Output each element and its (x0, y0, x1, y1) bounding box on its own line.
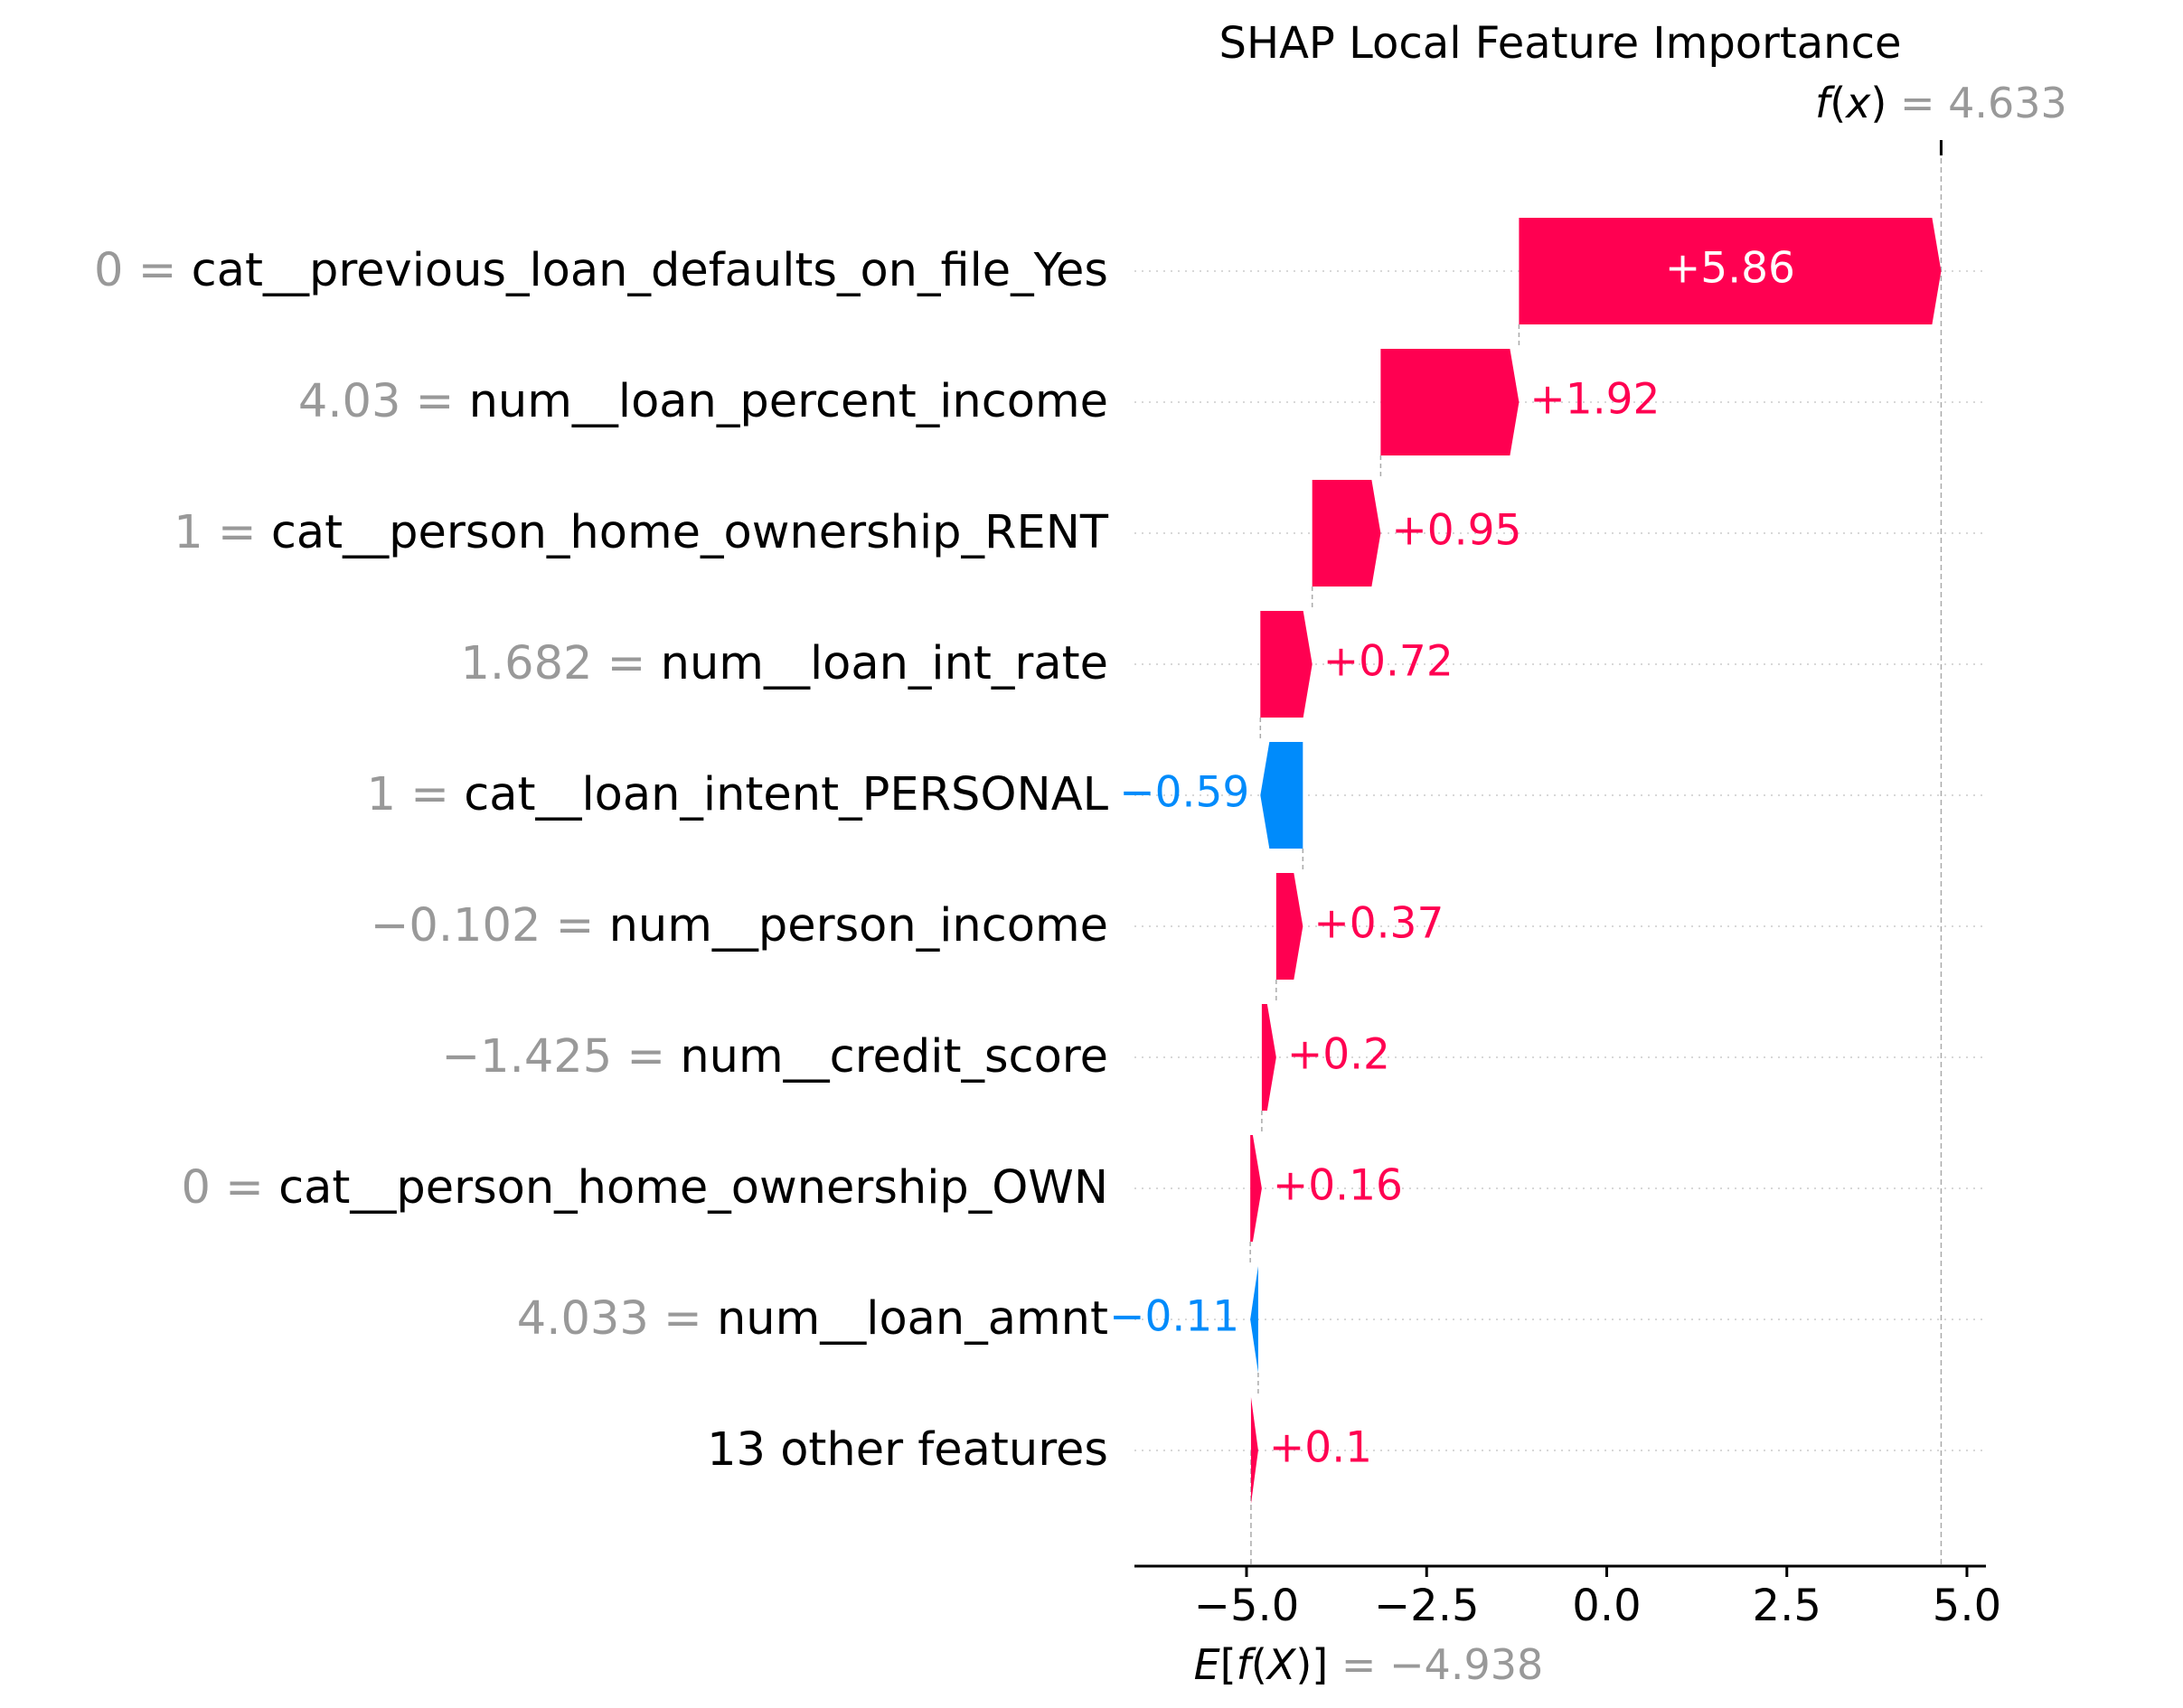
shap-value-label: −0.11 (1109, 1292, 1239, 1342)
label-spacer (264, 1161, 278, 1215)
feature-row: +0.37 −0.102 = num__person_income (371, 873, 1986, 1004)
feature-value: 0 = (94, 244, 176, 297)
feature-value: −1.425 = (441, 1030, 665, 1084)
feature-row: +0.16 0 = cat__person_home_ownership_OWN (181, 1135, 1986, 1266)
label-spacer (257, 506, 271, 559)
x-tick-label: −5.0 (1194, 1581, 1300, 1631)
x-tick-label: 0.0 (1572, 1581, 1641, 1631)
base-variable: X (1266, 1640, 1297, 1689)
feature-value: 1 = (367, 768, 449, 821)
fx-paren: ) (1870, 79, 1900, 127)
base-value: = −4.938 (1341, 1640, 1543, 1689)
base-value-annotation: E[f(X)] = −4.938 (1194, 1640, 1544, 1689)
feature-label: 1.682 = num__loan_int_rate (460, 637, 1108, 690)
x-tick-label: 2.5 (1753, 1581, 1821, 1631)
feature-name: num__loan_amnt (717, 1292, 1108, 1346)
feature-label: 0 = cat__person_home_ownership_OWN (181, 1161, 1108, 1215)
feature-value: −0.102 = (371, 899, 595, 953)
feature-row: −0.591 = cat__loan_intent_PERSONAL (367, 742, 1986, 873)
feature-name: num__credit_score (680, 1030, 1108, 1084)
shap-bar (1260, 611, 1313, 718)
shap-value-label: +0.2 (1287, 1030, 1390, 1080)
fx-paren: ( (1830, 79, 1846, 127)
feature-value: 4.033 = (517, 1292, 702, 1346)
feature-value: 4.03 = (298, 375, 455, 428)
feature-name: cat__loan_intent_PERSONAL (464, 768, 1108, 821)
chart-title: SHAP Local Feature Importance (1219, 18, 1902, 69)
shap-bar (1250, 1397, 1258, 1504)
feature-name: num__person_income (609, 899, 1108, 953)
feature-label: 0 = cat__previous_loan_defaults_on_file_… (94, 244, 1108, 297)
feature-value: 1 = (174, 506, 256, 559)
label-spacer (449, 768, 464, 821)
feature-label: 4.033 = num__loan_amnt (517, 1292, 1108, 1346)
shap-bar (1380, 349, 1520, 455)
feature-row: +0.95 1 = cat__person_home_ownership_RENT (174, 480, 1986, 611)
base-function: E (1194, 1640, 1220, 1689)
x-tick-label: −2.5 (1374, 1581, 1480, 1631)
shap-bar (1519, 218, 1942, 324)
shap-value-label: +0.1 (1269, 1423, 1372, 1473)
feature-label: 1 = cat__loan_intent_PERSONAL (367, 768, 1109, 821)
feature-row: +0.2 −1.425 = num__credit_score (441, 1004, 1986, 1135)
feature-name: cat__person_home_ownership_OWN (278, 1161, 1108, 1215)
shap-value-label: +5.86 (1665, 244, 1795, 294)
label-spacer (594, 899, 608, 953)
feature-row: −0.114.033 = num__loan_amnt (517, 1266, 1986, 1397)
label-spacer (176, 244, 191, 297)
fx-value: = 4.633 (1900, 79, 2067, 127)
shap-value-label: +0.37 (1313, 899, 1444, 949)
feature-name: 13 other features (707, 1423, 1108, 1477)
label-spacer (702, 1292, 717, 1346)
shap-bar (1261, 1004, 1276, 1111)
shap-bar (1250, 1266, 1258, 1373)
feature-value: 0 = (181, 1161, 263, 1215)
fx-annotation: f(x) = 4.633 (1815, 79, 2067, 127)
shap-value-label: −0.59 (1119, 768, 1249, 818)
shap-value-label: +0.95 (1391, 506, 1521, 556)
feature-name: num__loan_percent_income (469, 375, 1108, 428)
base-bracket: [ (1220, 1640, 1237, 1689)
feature-row: +0.72 1.682 = num__loan_int_rate (460, 611, 1986, 742)
shap-value-label: +0.72 (1323, 637, 1454, 687)
shap-bar (1250, 1135, 1262, 1242)
base-paren: ( (1251, 1640, 1267, 1689)
fx-variable: x (1844, 79, 1871, 127)
shap-bar (1275, 873, 1303, 980)
shap-value-label: +1.92 (1529, 375, 1660, 425)
shap-bar (1312, 480, 1381, 587)
feature-value: 1.682 = (460, 637, 645, 690)
feature-row: +5.86 0 = cat__previous_loan_defaults_on_… (94, 218, 1986, 349)
base-paren: )] (1295, 1640, 1341, 1689)
shap-bar (1260, 742, 1303, 849)
label-spacer (454, 375, 468, 428)
label-spacer (665, 1030, 680, 1084)
feature-label: 13 other features (707, 1423, 1108, 1477)
feature-row: +1.92 4.03 = num__loan_percent_income (298, 349, 1986, 480)
label-spacer (645, 637, 660, 690)
feature-label: 4.03 = num__loan_percent_income (298, 375, 1108, 428)
feature-label: −0.102 = num__person_income (371, 899, 1108, 953)
x-tick-label: 5.0 (1933, 1581, 2001, 1631)
feature-label: 1 = cat__person_home_ownership_RENT (174, 506, 1109, 559)
feature-label: −1.425 = num__credit_score (441, 1030, 1108, 1084)
feature-name: num__loan_int_rate (661, 637, 1108, 690)
feature-name: cat__previous_loan_defaults_on_file_Yes (192, 244, 1108, 297)
feature-name: cat__person_home_ownership_RENT (271, 506, 1109, 559)
feature-row: +0.1 13 other features (707, 1397, 1986, 1504)
shap-value-label: +0.16 (1273, 1161, 1403, 1211)
